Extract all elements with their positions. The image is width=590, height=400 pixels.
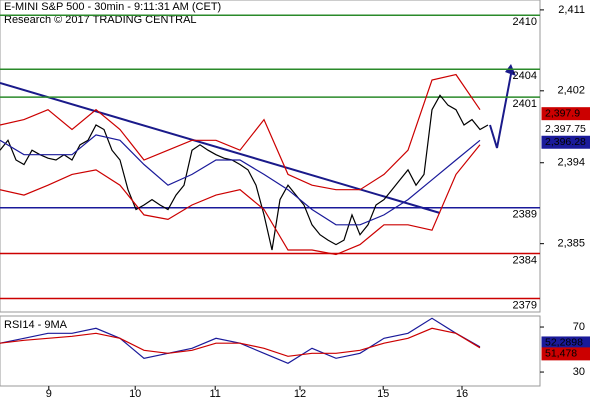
x-tick-label: 10 <box>129 388 141 400</box>
series-line <box>0 73 481 191</box>
level-label: 2401 <box>513 98 537 110</box>
chart-title: E-MINI S&P 500 - 30min - 9:11:31 AM (CET… <box>4 1 221 13</box>
series-line <box>0 144 481 256</box>
rsi-panel <box>0 315 541 387</box>
x-tick-label: 16 <box>456 388 468 400</box>
x-tick-label: 12 <box>294 388 306 400</box>
price-tag-label: 51,478 <box>545 348 577 360</box>
rsi-tick-label: 30 <box>573 366 585 378</box>
x-tick-label: 9 <box>46 388 52 400</box>
x-tick-label: 15 <box>377 388 389 400</box>
y-tick-label: 2,385 <box>557 238 585 250</box>
arrow-head <box>505 64 516 76</box>
chart-subtitle: Research © 2017 TRADING CENTRAL <box>4 14 197 26</box>
rsi-tick-label: 70 <box>573 321 585 333</box>
level-label: 2404 <box>513 70 537 82</box>
series-line <box>0 327 481 357</box>
series-line <box>0 94 489 251</box>
level-label: 2384 <box>513 254 537 266</box>
rsi-title: RSI14 - 9MA <box>4 319 68 331</box>
level-label: 2389 <box>513 209 537 221</box>
x-tick-label: 11 <box>209 388 220 400</box>
price-panel <box>0 0 541 313</box>
price-tag <box>541 107 590 121</box>
price-tag <box>541 135 590 149</box>
price-tag-label: 2,396.28 <box>545 136 586 148</box>
y-tick-label: 2,402 <box>557 85 585 97</box>
price-tag-label: 52,2898 <box>545 337 583 349</box>
level-label: 2379 <box>513 299 537 311</box>
series-line <box>0 134 481 226</box>
level-label: 2410 <box>513 16 537 28</box>
price-tag-label: 2,397.9 <box>545 107 580 119</box>
series-line <box>0 317 481 364</box>
price-tag <box>541 347 590 361</box>
price-tag <box>541 122 590 136</box>
price-tag-label: 2,397.75 <box>545 123 586 135</box>
y-tick-label: 2,411 <box>558 4 585 16</box>
trend-line <box>0 82 441 214</box>
projection-arrow <box>489 73 512 149</box>
y-tick-label: 2,394 <box>557 157 585 169</box>
